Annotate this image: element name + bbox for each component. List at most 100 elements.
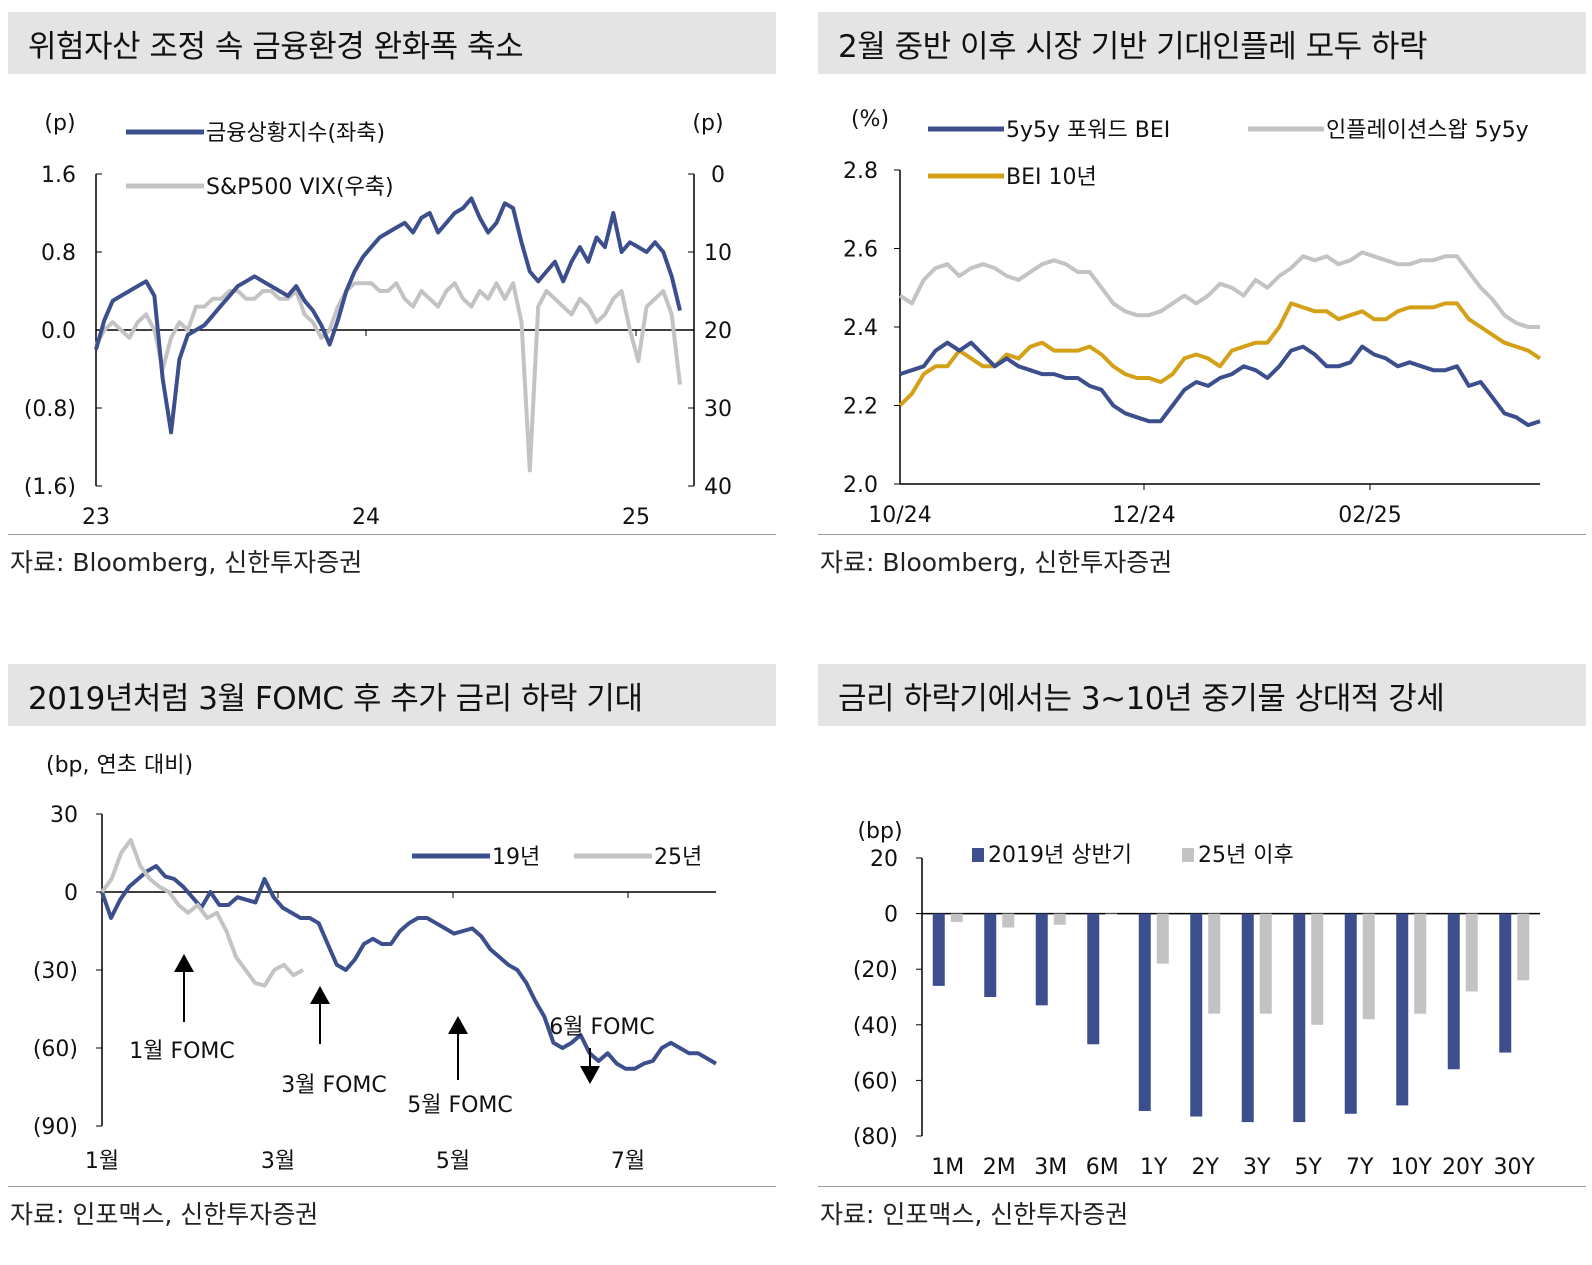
bar-2025	[1105, 913, 1118, 915]
panel-financial-conditions: 위험자산 조정 속 금융환경 완화폭 축소 1.6 0.8 0.0 (0.8) (1.6…	[8, 12, 776, 579]
legend-label-5y5y-bei: 5y5y 포워드 BEI	[1006, 118, 1170, 143]
legend-label-2019: 19년	[492, 845, 540, 870]
bar-2025	[1414, 913, 1427, 1014]
legend-label-2019h1: 2019년 상반기	[988, 843, 1132, 868]
bar-2025	[1465, 913, 1478, 992]
chart-yield-curve-change: 20 0 (20) (40) (60) (80) (bp) 1M 2M 3M 6M 1Y 2Y 3Y 5Y 7…	[853, 819, 1540, 1180]
y-tick-label: 2.4	[843, 316, 878, 341]
x-tick-label: 2M	[983, 1155, 1016, 1180]
x-tick-label: 1Y	[1140, 1155, 1168, 1180]
bar-2019	[1138, 913, 1151, 1111]
annotation-arrow-head	[580, 1066, 600, 1084]
panel-rate-path-comparison: 2019년처럼 3월 FOMC 후 추가 금리 하락 기대 30 0 (30) (60…	[8, 664, 776, 1231]
annotation-arrow-head	[174, 954, 194, 972]
left-tick-label: (0.8)	[24, 397, 76, 422]
panel-title: 2019년처럼 3월 FOMC 후 추가 금리 하락 기대	[8, 664, 776, 726]
bar-2019	[1447, 913, 1460, 1070]
bar-2019	[1035, 913, 1048, 1006]
annotation-arrow-head	[310, 986, 330, 1004]
x-tick-label: 23	[82, 505, 110, 530]
right-tick-label: 30	[704, 397, 732, 422]
y-unit-label: (bp, 연초 대비)	[46, 753, 193, 778]
x-tick-label: 10Y	[1391, 1155, 1433, 1180]
series-5y5y-bei-line	[899, 340, 1541, 428]
y-tick-label: 2.2	[843, 395, 878, 420]
x-tick-label: 7Y	[1346, 1155, 1374, 1180]
x-tick-label: 25	[622, 505, 650, 530]
y-tick-label: 30	[50, 803, 78, 828]
bar-2019	[1396, 913, 1409, 1106]
y-tick-label: 2.0	[843, 473, 878, 498]
y-tick-label: (40)	[853, 1014, 898, 1039]
y-tick-label: 2.8	[843, 159, 878, 184]
legend-label-2025: 25년 이후	[1198, 843, 1294, 868]
annotation-label: 1월 FOMC	[129, 1039, 235, 1064]
right-tick-label: 0	[711, 163, 725, 188]
bar-2019	[932, 913, 945, 986]
y-unit-label: (bp)	[857, 819, 902, 844]
series-vix-line	[94, 281, 682, 473]
y-unit-label: (%)	[851, 107, 889, 132]
annotation-label: 5월 FOMC	[407, 1093, 513, 1118]
x-tick-label: 1M	[931, 1155, 964, 1180]
series-2025-line	[100, 838, 304, 988]
right-unit-label: (p)	[692, 111, 723, 136]
y-tick-label: (90)	[33, 1115, 78, 1140]
x-tick-label: 5월	[436, 1149, 470, 1174]
left-tick-label: 0.0	[41, 319, 76, 344]
legend-label-bei-10y: BEI 10년	[1006, 165, 1097, 190]
x-tick-label: 3M	[1034, 1155, 1067, 1180]
y-tick-label: (80)	[853, 1125, 898, 1150]
y-tick-label: 20	[870, 847, 898, 872]
bar-2019	[1344, 913, 1357, 1114]
panel-title: 2월 중반 이후 시장 기반 기대인플레 모두 하락	[818, 12, 1586, 74]
left-tick-label: (1.6)	[24, 475, 76, 500]
x-tick-label: 12/24	[1112, 503, 1175, 528]
y-tick-label: (30)	[33, 959, 78, 984]
legend-swatch-2019h1	[972, 848, 984, 862]
x-tick-label: 10/24	[868, 503, 931, 528]
y-tick-label: 0	[884, 903, 898, 928]
series-bei-10y-line	[898, 301, 1542, 407]
y-tick-label: 0	[64, 881, 78, 906]
right-tick-label: 40	[704, 475, 732, 500]
x-tick-label: 6M	[1086, 1155, 1119, 1180]
panel-title: 금리 하락기에서는 3~10년 중기물 상대적 강세	[818, 664, 1586, 726]
x-tick-label: 3월	[261, 1149, 295, 1174]
panel-inflation-expectations: 2월 중반 이후 시장 기반 기대인플레 모두 하락 2.8 2.6 2.4 2.2 2…	[818, 12, 1586, 579]
legend-label-fci: 금융상황지수(좌축)	[206, 121, 385, 146]
legend-swatch-2025	[1182, 848, 1194, 862]
bar-2019	[1087, 913, 1100, 1045]
bar-2025	[1156, 913, 1169, 964]
source-note: 자료: 인포맥스, 신한투자증권	[8, 1186, 776, 1231]
bar-2019	[984, 913, 997, 997]
x-tick-label: 24	[352, 505, 380, 530]
source-note: 자료: Bloomberg, 신한투자증권	[8, 534, 776, 579]
chart-financial-conditions: 1.6 0.8 0.0 (0.8) (1.6) 0 10 20 30 40 23 24 25 (p) (p)…	[24, 111, 732, 530]
bar-2019	[1499, 913, 1512, 1053]
bar-2025	[1362, 913, 1375, 1020]
left-tick-label: 1.6	[41, 163, 76, 188]
bar-2025	[950, 913, 963, 922]
x-tick-label: 5Y	[1295, 1155, 1323, 1180]
x-tick-label: 7월	[611, 1149, 645, 1174]
right-tick-label: 10	[704, 241, 732, 266]
bar-2025	[1259, 913, 1272, 1014]
chart-inflation-expectations: 2.8 2.6 2.4 2.2 2.0 10/24 12/24 02/25 (%) 5y5y 포워…	[843, 107, 1542, 528]
panel-yield-curve-change: 금리 하락기에서는 3~10년 중기물 상대적 강세 20 0 (20) (40) (6…	[818, 664, 1586, 1231]
series-fci-line	[94, 196, 682, 435]
y-tick-label: (60)	[33, 1037, 78, 1062]
bar-2025	[1517, 913, 1530, 981]
bar-2019	[1241, 913, 1254, 1123]
bar-2025	[1208, 913, 1221, 1014]
x-tick-label: 02/25	[1338, 503, 1401, 528]
series-inflation-swap-line	[898, 250, 1540, 329]
legend-label-2025: 25년	[654, 845, 702, 870]
bar-2025	[1002, 913, 1015, 928]
legend-label-vix: S&P500 VIX(우축)	[206, 175, 394, 200]
panel-title: 위험자산 조정 속 금융환경 완화폭 축소	[8, 12, 776, 74]
x-tick-label: 1월	[85, 1149, 119, 1174]
y-tick-label: (60)	[853, 1069, 898, 1094]
bar-2019	[1190, 913, 1203, 1117]
annotation-label: 6월 FOMC	[549, 1015, 655, 1040]
